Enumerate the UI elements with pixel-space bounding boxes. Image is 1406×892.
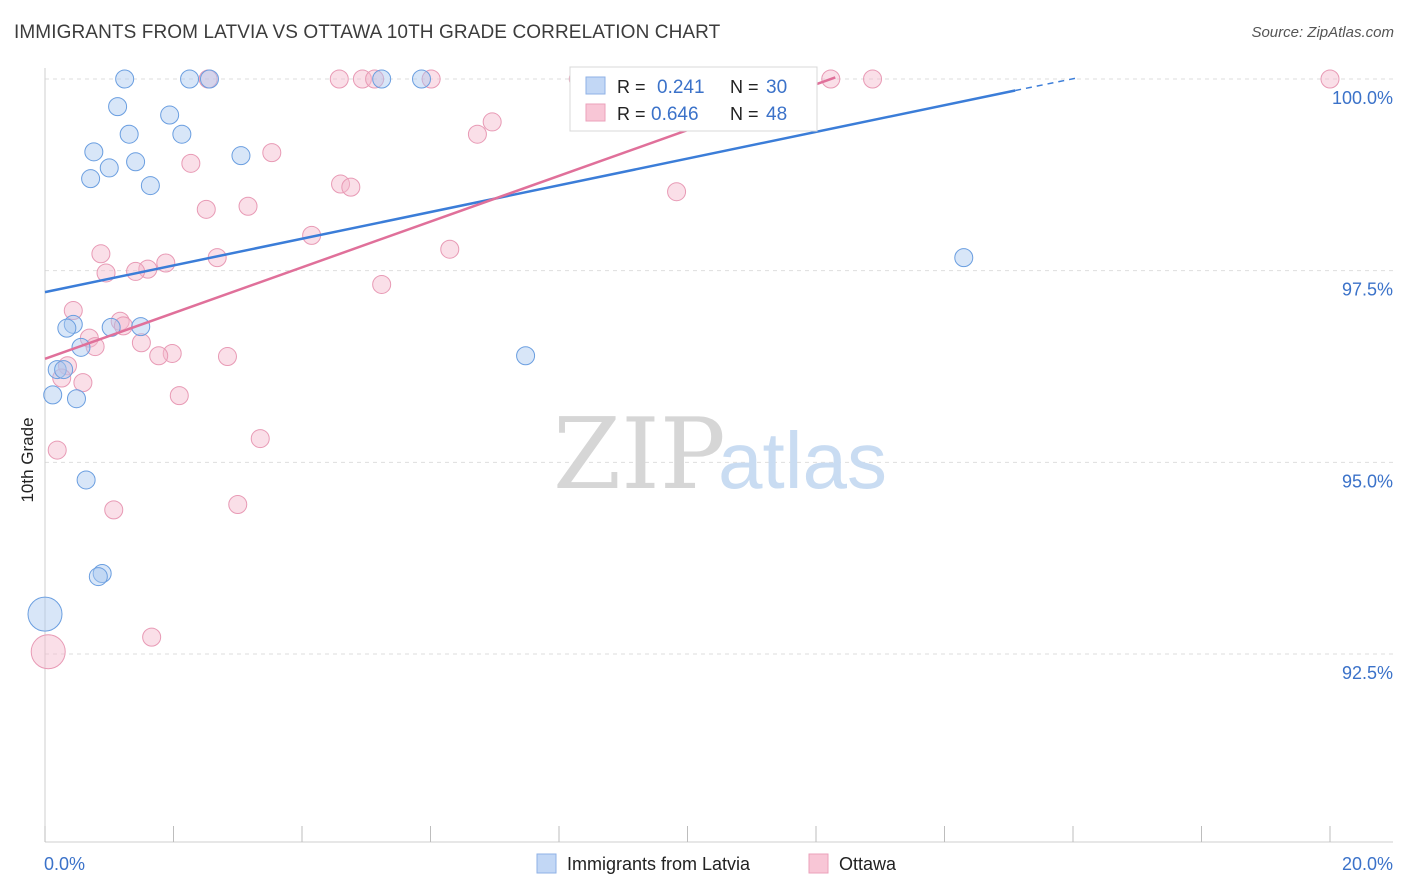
latvia-point <box>180 69 200 89</box>
ottawa-point <box>57 356 77 376</box>
legend-n1-label: N = <box>730 77 759 97</box>
ottawa-point <box>238 196 258 216</box>
legend-swatch-pink <box>585 103 606 122</box>
y-tick-labels: 92.5% 95.0% 97.5% 100.0% <box>1332 88 1393 683</box>
legend-r2-label: R = <box>617 104 646 124</box>
gridlines <box>45 78 1393 655</box>
ottawa-point <box>142 627 162 647</box>
ottawa-point <box>421 69 441 89</box>
legend-box <box>569 66 818 132</box>
ottawa-point <box>440 239 460 259</box>
ottawa-point <box>91 244 111 264</box>
ottawa-point <box>262 143 282 163</box>
ottawa-point <box>30 634 66 670</box>
y-tick-label: 95.0% <box>1342 471 1393 491</box>
ottawa-point <box>482 112 502 132</box>
x-tick-labels: 0.0% 20.0% <box>44 854 1393 874</box>
ottawa-point <box>181 153 201 173</box>
legend-swatch-latvia <box>536 853 557 874</box>
watermark-zip: ZIP <box>553 398 726 512</box>
legend-r1-value: 0.241 <box>657 77 705 98</box>
legend-n2-value: 48 <box>766 104 787 125</box>
ottawa-point <box>329 69 349 89</box>
latvia-point <box>66 389 86 409</box>
latvia-point <box>88 567 108 587</box>
latvia-point <box>57 318 77 338</box>
ottawa-point <box>169 386 189 406</box>
x-tick-label: 0.0% <box>44 854 85 874</box>
latvia-trend-line <box>44 89 1016 294</box>
latvia-point <box>954 248 974 268</box>
chart-title: IMMIGRANTS FROM LATVIA VS OTTAWA 10TH GR… <box>14 22 721 43</box>
ottawa-point <box>667 182 687 202</box>
latvia-point <box>160 105 180 125</box>
latvia-point <box>47 360 67 380</box>
latvia-point <box>412 69 432 89</box>
legend-label-ottawa: Ottawa <box>839 854 897 874</box>
latvia-point <box>140 176 160 196</box>
latvia-point <box>84 142 104 162</box>
ottawa-point <box>863 69 883 89</box>
latvia-point <box>99 158 119 178</box>
y-tick-label: 92.5% <box>1342 663 1393 683</box>
legend-label-latvia: Immigrants from Latvia <box>567 854 751 874</box>
legend-swatch-ottawa <box>808 853 829 874</box>
latvia-point <box>372 69 392 89</box>
y-tick-label: 97.5% <box>1342 280 1393 300</box>
ottawa-point <box>1320 69 1340 89</box>
ottawa-point <box>63 301 83 321</box>
source-credit: Source: ZipAtlas.com <box>1251 24 1394 41</box>
axes <box>44 68 1393 843</box>
latvia-point <box>126 152 146 172</box>
legend-n2-label: N = <box>730 104 759 124</box>
ottawa-point <box>467 124 487 144</box>
latvia-point <box>27 596 63 632</box>
ottawa-point <box>228 495 248 514</box>
latvia-point <box>81 169 101 189</box>
ottawa-point <box>47 440 67 460</box>
latvia-point <box>172 124 192 144</box>
ottawa-point <box>196 199 216 219</box>
ottawa-point <box>217 347 237 367</box>
latvia-point <box>231 146 251 166</box>
latvia-point <box>115 69 135 89</box>
ottawa-point <box>341 177 361 197</box>
ottawa-point <box>250 429 270 449</box>
latvia-point <box>76 470 96 490</box>
latvia-point <box>119 124 139 144</box>
ottawa-point <box>365 69 385 89</box>
y-tick-label: 100.0% <box>1332 88 1393 108</box>
latvia-point <box>43 385 63 405</box>
x-tick-label: 20.0% <box>1342 854 1393 874</box>
ottawa-point <box>131 333 151 353</box>
latvia-point <box>199 69 219 89</box>
legend-swatch-blue <box>585 76 606 95</box>
ottawa-point <box>372 274 392 294</box>
latvia-point <box>516 346 536 366</box>
ottawa-point <box>104 500 124 520</box>
series-legend: Immigrants from Latvia Ottawa <box>536 853 897 874</box>
trend-lines <box>44 76 1080 361</box>
watermark-atlas: atlas <box>718 416 887 505</box>
ottawa-point <box>73 373 93 393</box>
legend-n1-value: 30 <box>766 77 787 98</box>
legend-r1-label: R = <box>617 77 646 97</box>
ottawa-point <box>331 174 351 194</box>
latvia-point <box>92 564 112 583</box>
ottawa-point <box>149 346 169 366</box>
correlation-legend: R = 0.241 N = 30 R = 0.646 N = 48 <box>569 66 818 132</box>
latvia-point <box>108 97 128 117</box>
legend-r2-value: 0.646 <box>651 104 699 125</box>
latvia-point <box>54 360 74 380</box>
